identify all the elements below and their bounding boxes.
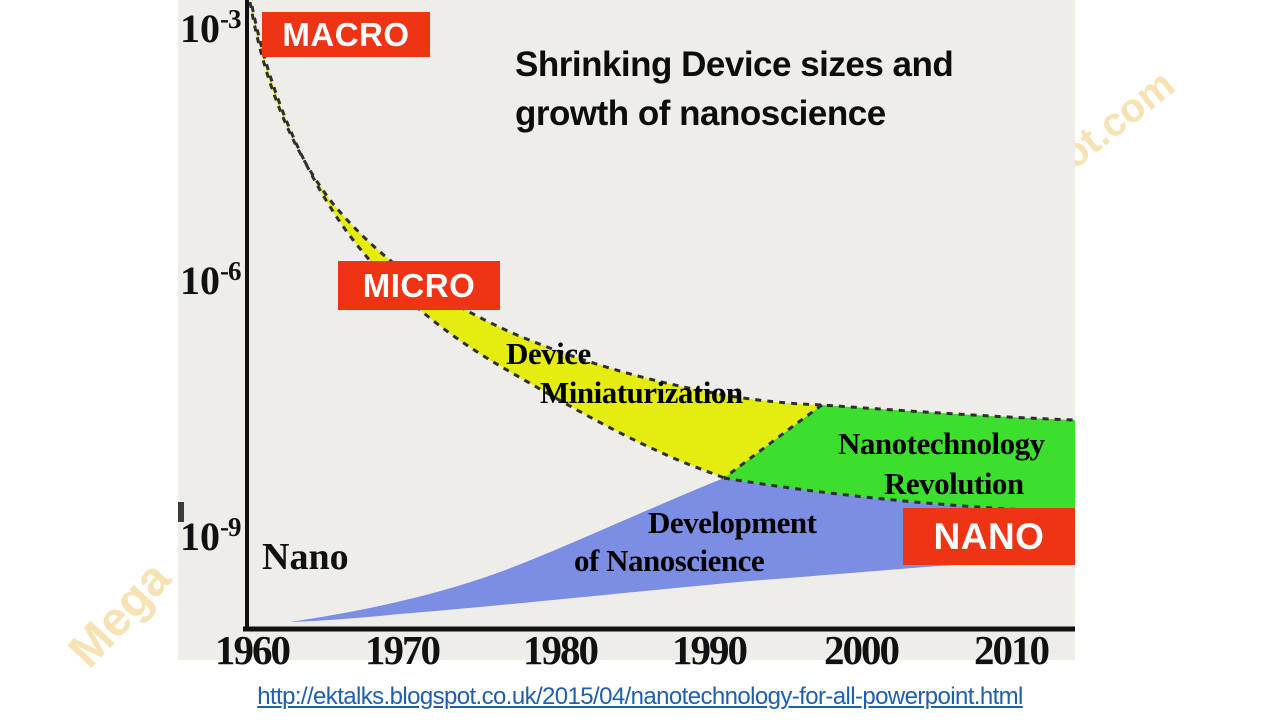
chart-title-line2: growth of nanoscience xyxy=(515,94,886,133)
region-development-of-nanoscience xyxy=(290,478,1075,622)
macro-stage-badge: MACRO xyxy=(262,12,430,57)
development-of-nanoscience-label-line1: Development xyxy=(648,505,817,540)
nanotechnology-revolution-label-line1: Nanotechnology xyxy=(838,426,1045,461)
micro-stage-badge: MICRO xyxy=(338,261,500,310)
region-device-miniaturization xyxy=(250,2,822,478)
development-of-nanoscience-label-line2: of Nanoscience xyxy=(574,543,765,578)
y-tick-1e-3: 10-3 xyxy=(180,4,241,51)
nano-stage-label: NANO xyxy=(933,515,1045,557)
source-url-link[interactable]: http://ektalks.blogspot.co.uk/2015/04/na… xyxy=(257,683,1023,710)
footer: http://ektalks.blogspot.co.uk/2015/04/na… xyxy=(0,683,1280,711)
nanotechnology-revolution-label-line2: Revolution xyxy=(884,466,1024,501)
nanoscience-chart: 10-3 10-6 10-9 Nano 1960 1970 1980 1990 … xyxy=(178,0,1075,671)
watermark-fragment-bottom-left: Mega xyxy=(58,551,182,678)
chart-title: Shrinking Device sizes and growth of nan… xyxy=(515,40,954,138)
curve-yellow-green-boundary xyxy=(723,403,823,480)
device-miniaturization-label-line1: Device xyxy=(506,336,591,371)
chart-canvas xyxy=(178,0,1075,632)
nano-axis-label: Nano xyxy=(262,536,349,578)
y-tick-1e-6: 10-6 xyxy=(180,256,241,303)
x-tick-1990: 1990 xyxy=(672,627,748,673)
macro-stage-label: MACRO xyxy=(282,15,410,53)
device-miniaturization-label-line2: Miniaturization xyxy=(540,375,743,410)
region-nanotechnology-revolution xyxy=(724,405,1075,512)
x-tick-1960: 1960 xyxy=(215,627,291,673)
x-tick-1970: 1970 xyxy=(365,627,441,673)
x-tick-1980: 1980 xyxy=(523,627,599,673)
curve-upper-boundary xyxy=(248,1,1075,422)
y-tick-1e-9: 10-9 xyxy=(180,512,241,559)
left-edge-mark xyxy=(178,502,184,522)
micro-stage-label: MICRO xyxy=(362,266,476,304)
x-tick-2000: 2000 xyxy=(824,627,900,673)
nano-stage-badge: NANO xyxy=(903,508,1075,565)
chart-title-line1: Shrinking Device sizes and xyxy=(515,45,954,84)
x-tick-2010: 2010 xyxy=(974,627,1050,673)
